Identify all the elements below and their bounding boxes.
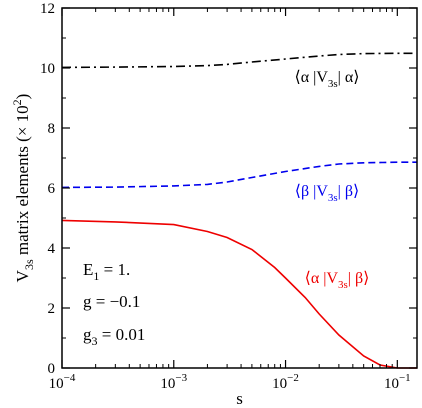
y-tick-label: 4 (48, 241, 56, 257)
y-axis-label: V3s matrix elements (× 102) (10, 94, 36, 283)
param-text: g = −0.1 (83, 292, 140, 311)
series-layer (61, 52, 417, 369)
series-label-ab: ⟨α |V3s| β⟩ (305, 270, 370, 291)
param-text: g3 = 0.01 (83, 325, 145, 348)
x-tick-label: 10−1 (384, 372, 411, 392)
series-line-2 (61, 219, 417, 369)
x-tick-label: 10−3 (160, 372, 187, 392)
labels-layer: s V3s matrix elements (× 102) ⟨α |V3s| α⟩ ⟨… (10, 69, 369, 408)
series-label-aa: ⟨α |V3s| α⟩ (295, 69, 360, 90)
ticks-layer: 0 2 4 6 8 10 12 10−4 10−3 10−2 10−1 (40, 1, 417, 392)
param-text: E1 = 1. (83, 260, 130, 283)
x-tick-label: 10−2 (272, 372, 299, 392)
y-tick-label: 12 (40, 1, 55, 17)
x-axis-label: s (236, 389, 243, 408)
series-line-1 (61, 161, 417, 189)
y-tick-label: 6 (48, 181, 56, 197)
series-label-bb: ⟨β |V3s| β⟩ (295, 183, 360, 204)
y-tick-label: 0 (48, 361, 56, 377)
y-tick-label: 10 (40, 61, 55, 77)
x-tick-label: 10−4 (49, 372, 76, 392)
y-tick-label: 2 (48, 301, 56, 317)
plot-frame (61, 7, 418, 369)
y-tick-label: 8 (48, 121, 56, 137)
series-line-0 (61, 52, 417, 69)
